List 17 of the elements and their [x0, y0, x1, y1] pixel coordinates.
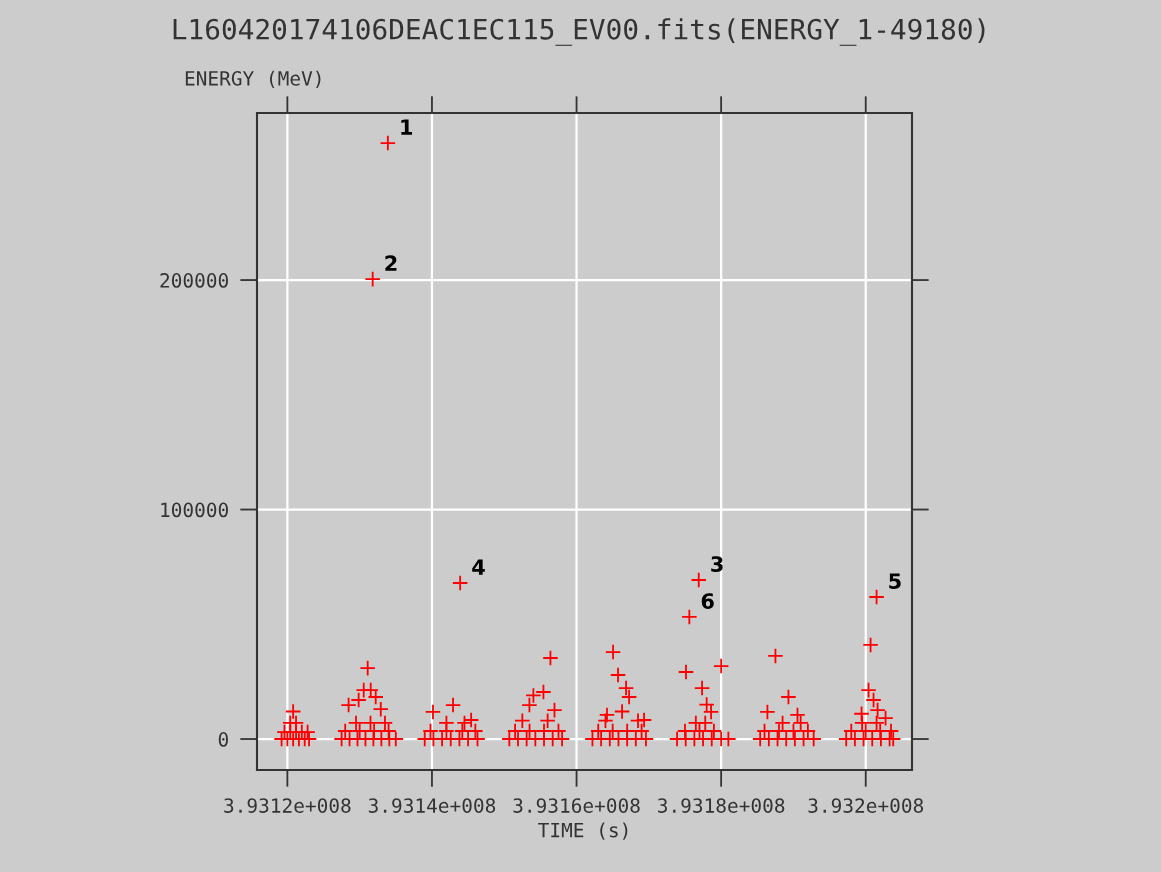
y-tick-label: 0 — [218, 732, 228, 747]
annotation: 1 — [401, 119, 413, 135]
x-tick-label: 3.932e+008 — [808, 798, 924, 813]
annotation: 6 — [701, 593, 714, 609]
y-axis-title: ENERGY (MeV) — [185, 70, 321, 88]
x-axis-title: TIME (s) — [538, 822, 628, 840]
x-tick-label: 3.9316e+008 — [513, 798, 640, 813]
annotation: 2 — [385, 255, 397, 271]
x-tick-label: 3.9318e+008 — [658, 798, 785, 813]
x-tick-label: 3.9314e+008 — [368, 798, 496, 813]
x-tick-label: 3.9312e+008 — [224, 798, 351, 813]
annotation: 4 — [472, 559, 485, 575]
chart-title: L160420174106DEAC1EC115_EV00.fits(ENERGY_1-49180) — [173, 18, 985, 46]
y-tick-label: 200000 — [160, 273, 228, 288]
annotation: 5 — [889, 573, 901, 589]
annotation: 3 — [711, 556, 723, 572]
y-tick-label: 100000 — [161, 502, 228, 518]
